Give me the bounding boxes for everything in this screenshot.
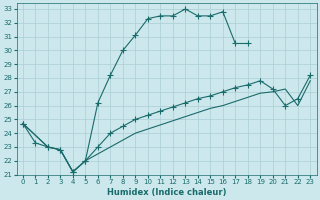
X-axis label: Humidex (Indice chaleur): Humidex (Indice chaleur) xyxy=(107,188,226,197)
